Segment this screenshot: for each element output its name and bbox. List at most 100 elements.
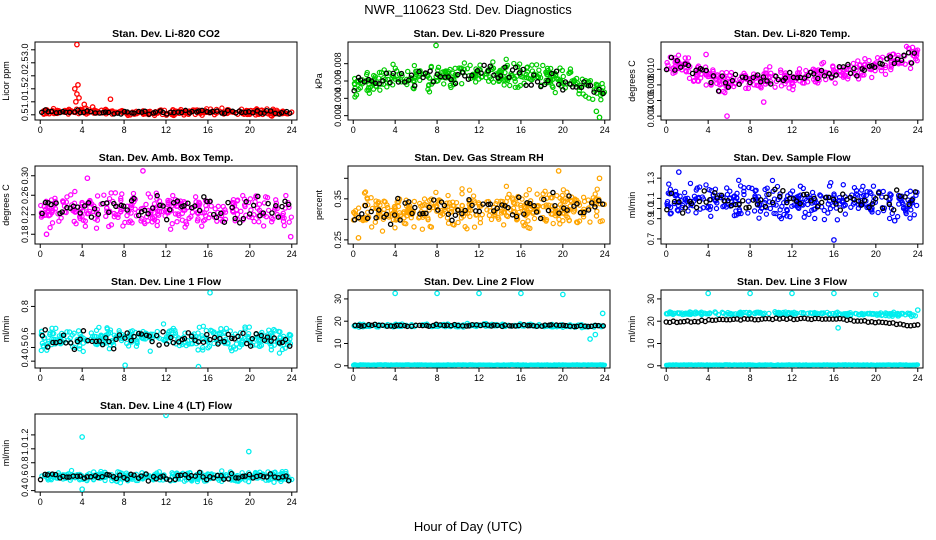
chart-panel: Stan. Dev. Line 2 Flow ml/min 0 4 8 12 16 20 24 0… — [314, 276, 611, 383]
data-point — [739, 74, 746, 80]
x-tick-label: 4 — [393, 373, 398, 383]
data-point — [797, 183, 804, 189]
data-point — [196, 207, 203, 214]
data-point — [120, 203, 127, 209]
data-point — [516, 70, 523, 76]
x-tick-label: 20 — [558, 125, 568, 135]
data-point — [246, 471, 253, 478]
data-point — [906, 201, 912, 207]
data-point — [567, 69, 573, 75]
data-point — [664, 206, 670, 213]
data-point — [478, 70, 484, 76]
data-point — [494, 205, 500, 212]
data-point — [381, 206, 387, 213]
data-point — [204, 108, 210, 115]
data-point — [571, 323, 577, 330]
data-point — [242, 335, 248, 342]
data-point — [905, 49, 912, 56]
data-point — [115, 110, 121, 116]
data-point — [879, 61, 885, 67]
data-point — [42, 471, 48, 478]
data-point — [360, 217, 366, 224]
data-point — [594, 186, 600, 192]
data-point — [491, 72, 497, 78]
data-point — [181, 203, 187, 209]
data-point — [512, 323, 519, 329]
data-point — [228, 345, 234, 351]
data-point — [743, 205, 749, 211]
data-point — [186, 215, 192, 222]
data-point — [865, 310, 871, 317]
data-point — [545, 207, 552, 214]
data-point — [851, 65, 857, 72]
y-axis-label: ml/min — [314, 316, 324, 343]
data-point — [911, 212, 917, 218]
data-point — [728, 69, 735, 76]
data-point — [550, 189, 556, 196]
data-point — [222, 216, 229, 223]
data-point — [201, 210, 207, 216]
x-tick-label: 8 — [435, 249, 440, 259]
data-point — [43, 231, 50, 238]
data-point — [762, 203, 769, 210]
data-point — [39, 109, 45, 116]
data-point — [268, 338, 274, 344]
y-tick-label: 1.0 — [646, 202, 656, 215]
data-point — [286, 219, 292, 225]
data-point — [410, 85, 417, 92]
data-point — [57, 338, 63, 345]
data-point — [217, 335, 223, 342]
data-point — [525, 224, 531, 231]
data-point — [596, 175, 603, 182]
data-point — [466, 187, 473, 193]
data-point — [893, 187, 900, 193]
data-point — [732, 71, 739, 78]
data-point — [156, 342, 162, 348]
data-point — [207, 336, 213, 343]
data-point — [253, 331, 259, 337]
data-point — [559, 67, 566, 74]
data-point — [77, 210, 83, 216]
data-point — [287, 233, 294, 240]
data-point — [157, 202, 163, 209]
data-point — [384, 84, 390, 90]
x-tick-label: 4 — [393, 249, 398, 259]
data-point — [537, 74, 544, 81]
x-tick-label: 8 — [748, 373, 753, 383]
data-point — [459, 202, 465, 209]
data-point — [183, 219, 189, 225]
data-point — [233, 475, 239, 481]
data-point — [684, 311, 691, 317]
data-point — [163, 414, 169, 419]
data-point — [47, 330, 53, 336]
data-point — [905, 310, 911, 316]
data-point — [71, 200, 78, 206]
points-group — [350, 290, 608, 368]
data-point — [541, 81, 548, 88]
data-point — [395, 76, 401, 83]
data-point — [196, 324, 203, 330]
data-point — [80, 335, 86, 341]
data-point — [110, 345, 117, 352]
data-point — [736, 177, 742, 184]
data-point — [368, 224, 375, 230]
data-point — [168, 334, 174, 341]
data-point — [891, 60, 898, 67]
data-point — [777, 67, 784, 73]
data-point — [256, 219, 262, 225]
data-point — [257, 110, 264, 116]
data-point — [908, 207, 914, 213]
data-point — [866, 63, 873, 70]
data-point — [720, 310, 727, 316]
data-point — [559, 192, 566, 199]
data-point — [117, 472, 123, 478]
data-point — [268, 343, 275, 349]
data-point — [204, 198, 210, 205]
data-point — [437, 198, 444, 204]
data-point — [487, 201, 494, 207]
data-point — [218, 326, 224, 332]
data-point — [556, 81, 562, 88]
data-point — [243, 198, 249, 205]
data-point — [837, 207, 844, 213]
data-point — [411, 198, 418, 205]
